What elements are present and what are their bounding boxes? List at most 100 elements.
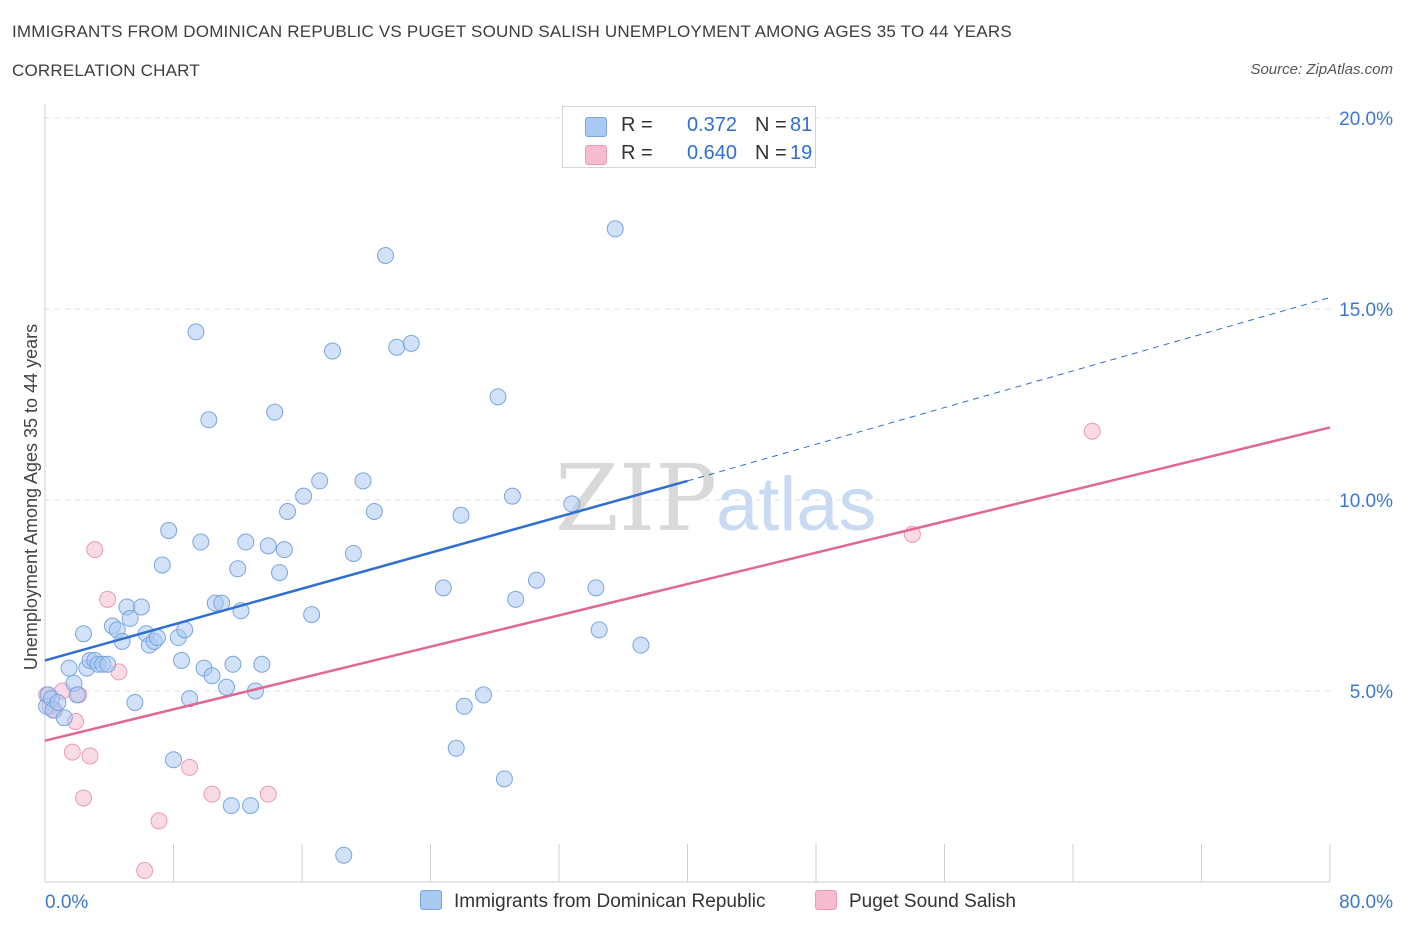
- r-value: 0.372: [686, 114, 737, 136]
- dominican-point: [132, 598, 150, 616]
- dominican-point: [402, 334, 420, 352]
- dominican-point: [354, 472, 372, 490]
- dominican-point: [507, 590, 525, 608]
- dominican-point: [229, 560, 247, 578]
- salish-trendline: [44, 426, 1331, 742]
- y-axis-label: Unemployment Among Ages 35 to 44 years: [21, 324, 41, 670]
- n-label: N =: [755, 142, 787, 164]
- dominican-point: [295, 487, 313, 505]
- legend-label: Puget Sound Salish: [849, 891, 1016, 912]
- dominican-point: [192, 533, 210, 551]
- n-label: N =: [755, 114, 787, 136]
- axes: [44, 104, 1331, 883]
- dominican-point: [475, 686, 493, 704]
- dominican-point: [587, 579, 605, 597]
- salish-point: [259, 785, 277, 803]
- dominican-point: [303, 606, 321, 624]
- dominican-point: [452, 506, 470, 524]
- dominican-point: [528, 571, 546, 589]
- y-tick-label: 5.0%: [1350, 682, 1393, 703]
- salish-point: [136, 862, 154, 880]
- y-tick-label: 10.0%: [1339, 491, 1393, 512]
- salish-point: [203, 785, 221, 803]
- r-value: 0.640: [686, 142, 737, 164]
- x-tick-label-min: 0.0%: [45, 892, 88, 913]
- dominican-point: [49, 693, 67, 711]
- dominican-point: [203, 667, 221, 685]
- dominican-point: [489, 388, 507, 406]
- dominican-point: [176, 621, 194, 639]
- watermark: ZIP atlas: [555, 445, 877, 552]
- legend-label: Immigrants from Dominican Republic: [454, 891, 766, 912]
- salish-point: [63, 743, 81, 761]
- dominican-point: [173, 651, 191, 669]
- dominican-point: [632, 636, 650, 654]
- dominican-point: [365, 502, 383, 520]
- dominican-point: [455, 697, 473, 715]
- trend-lines: [44, 297, 1331, 742]
- dominican-point: [153, 556, 171, 574]
- dominican-point: [377, 247, 395, 265]
- legend-item-salish: Puget Sound Salish: [815, 890, 1016, 913]
- dominican-point: [503, 487, 521, 505]
- dominican-point: [495, 770, 513, 788]
- dominican-point: [324, 342, 342, 360]
- dominican-point: [99, 655, 117, 673]
- dominican-trendline: [44, 479, 688, 662]
- dominican-point: [60, 659, 78, 677]
- blue-swatch: [420, 890, 442, 910]
- dominican-point: [165, 751, 182, 769]
- dominican-point: [222, 797, 240, 815]
- dominican-point: [242, 797, 260, 815]
- correlation-legend: R = 0.372 N = 81 R = 0.640 N = 19: [562, 106, 816, 168]
- dominican-point: [218, 678, 236, 696]
- r-label: R =: [621, 114, 653, 136]
- dominican-point: [160, 522, 178, 540]
- blue-swatch: [585, 117, 607, 137]
- salish-point: [81, 747, 99, 765]
- dominican-point: [275, 541, 293, 559]
- dominican-point: [200, 411, 218, 429]
- dominican-point: [590, 621, 608, 639]
- salish-point: [86, 541, 104, 559]
- salish-point: [99, 590, 117, 608]
- chart-title: IMMIGRANTS FROM DOMINICAN REPUBLIC VS PU…: [12, 22, 1012, 41]
- dominican-point: [75, 625, 93, 643]
- n-value: 81: [790, 114, 813, 136]
- dominican-point: [68, 686, 86, 704]
- dominican-point: [344, 544, 362, 562]
- salish-point: [1083, 422, 1101, 440]
- pink-swatch: [815, 890, 837, 910]
- dominican-point: [271, 564, 289, 582]
- dominican-point: [237, 533, 255, 551]
- watermark-atlas: atlas: [716, 462, 877, 547]
- legend-item-dominican: Immigrants from Dominican Republic: [420, 890, 766, 913]
- dominican-point: [279, 502, 297, 520]
- x-tick-label-max: 80.0%: [1339, 892, 1393, 913]
- dominican-point: [606, 220, 624, 238]
- dominican-trendline-extension: [687, 297, 1331, 482]
- salish-point: [150, 812, 168, 830]
- pink-swatch: [585, 145, 607, 165]
- dominican-point: [266, 403, 284, 421]
- axis-labels: 5.0% 10.0% 15.0% 20.0% 0.0% 80.0% Unemployment…: [21, 109, 1393, 913]
- dominican-point: [311, 472, 329, 490]
- r-label: R =: [621, 142, 653, 164]
- dominican-point: [187, 323, 205, 341]
- dominican-point: [563, 495, 581, 513]
- dominican-point: [335, 846, 353, 864]
- salish-point: [181, 758, 199, 776]
- y-tick-label: 20.0%: [1339, 109, 1393, 130]
- chart-subtitle: CORRELATION CHART: [12, 61, 200, 80]
- dominican-point: [224, 655, 242, 673]
- salish-point: [75, 789, 93, 807]
- source-label: Source: ZipAtlas.com: [1250, 61, 1393, 78]
- dominican-point: [259, 537, 277, 555]
- dominican-point: [126, 693, 144, 711]
- watermark-zip: ZIP: [555, 445, 717, 552]
- dominican-point: [434, 579, 452, 597]
- y-tick-label: 15.0%: [1339, 300, 1393, 321]
- dominican-point: [253, 655, 271, 673]
- dominican-point: [121, 609, 139, 627]
